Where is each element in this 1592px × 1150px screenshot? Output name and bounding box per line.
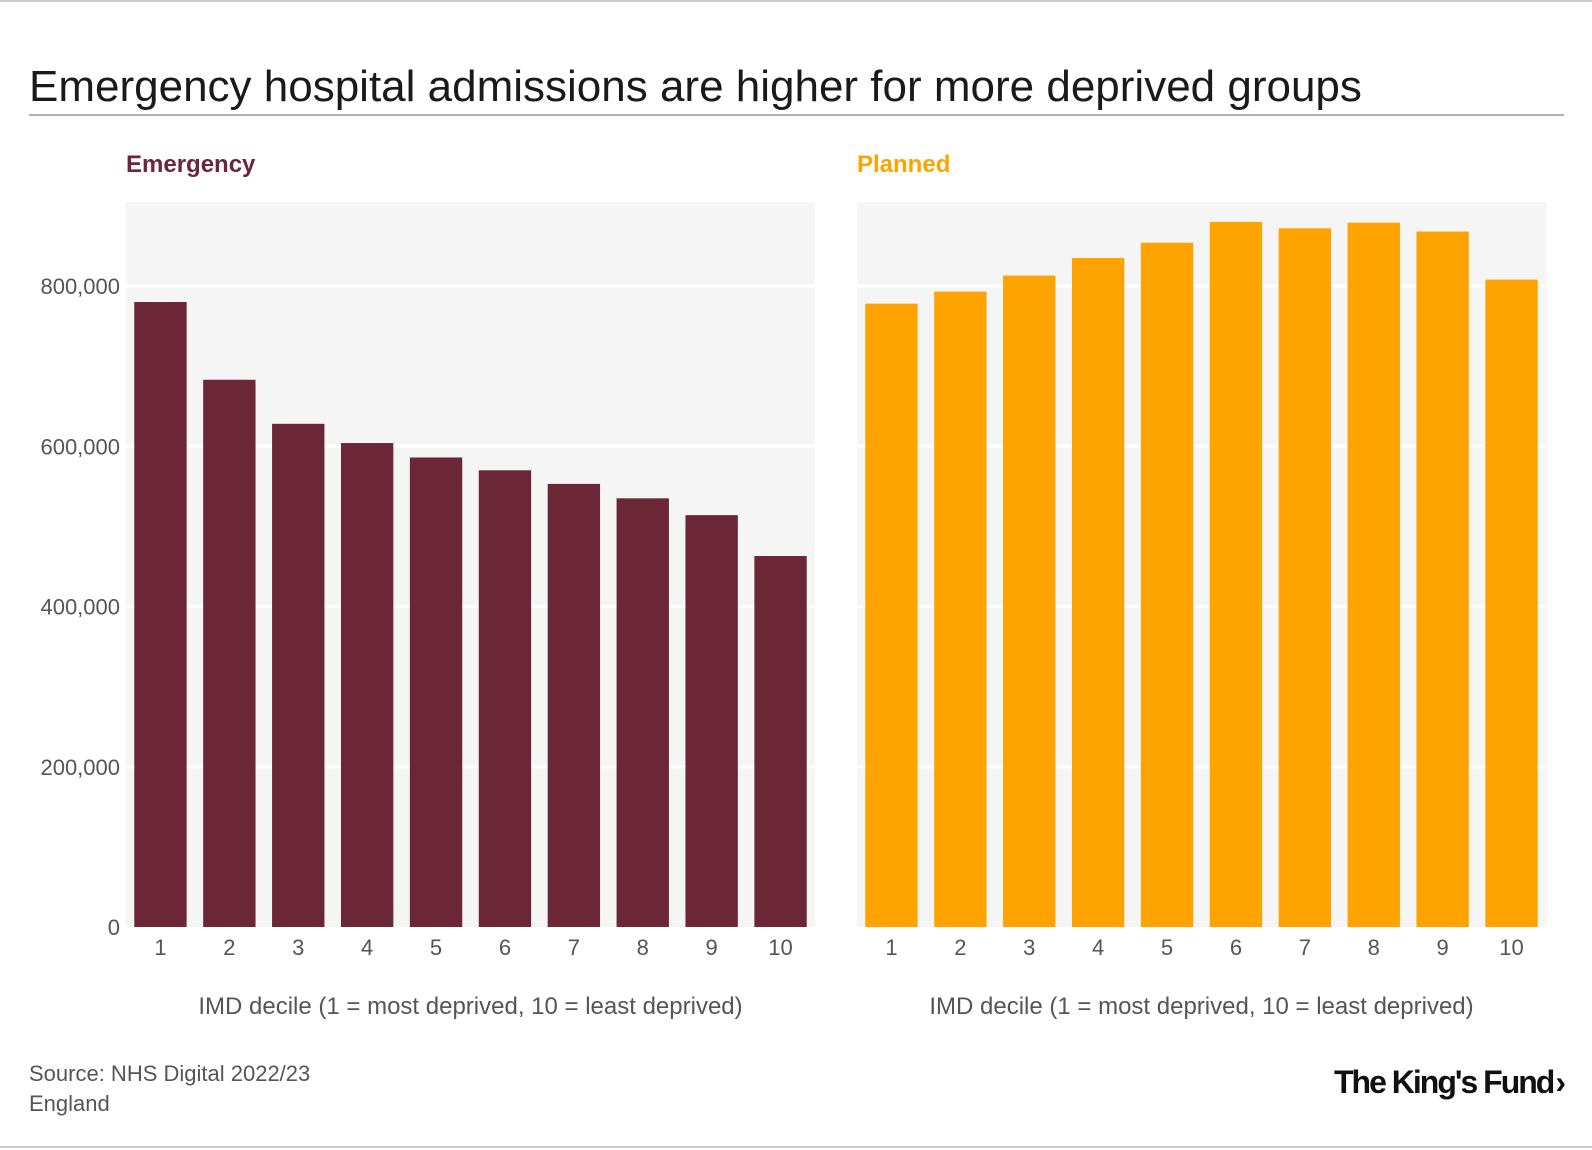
bar: [547, 483, 601, 927]
bar: [1209, 221, 1263, 927]
kings-fund-logo: The King's Fund›: [1333, 1064, 1566, 1101]
x-tick-label: 3: [292, 935, 304, 960]
x-tick-label: 5: [1161, 935, 1173, 960]
x-tick-label: 3: [1023, 935, 1035, 960]
bar: [754, 556, 807, 927]
emergency-panel: Emergency 0 200,000 400,000 600,000 800,000 1 2…: [40, 151, 815, 1020]
bar: [1278, 228, 1332, 927]
x-tick-label: 7: [1299, 935, 1311, 960]
source-line: Source: NHS Digital 2022/23: [29, 1061, 311, 1086]
bar: [934, 291, 987, 927]
x-tick-label: 7: [568, 935, 580, 960]
bar: [616, 498, 669, 927]
x-axis-title: IMD decile (1 = most deprived, 10 = leas…: [929, 993, 1473, 1020]
x-tick-label: 10: [768, 935, 792, 960]
logo-text: The King's Fund: [1333, 1064, 1555, 1100]
x-tick-label: 2: [954, 935, 966, 960]
x-tick-label: 6: [1230, 935, 1242, 960]
chevron-right-icon: ›: [1555, 1064, 1566, 1100]
planned-panel: Planned 1 2 3 4 5 6 7 8 9 10 IMD decile (1 = most d…: [857, 151, 1546, 1020]
bar: [134, 302, 187, 927]
bottom-rule: [0, 1146, 1592, 1148]
bar: [865, 303, 918, 927]
x-tick-label: 1: [885, 935, 897, 960]
bar: [478, 470, 532, 927]
region-line: England: [29, 1091, 110, 1116]
bar: [272, 423, 325, 927]
y-tick-label: 0: [108, 915, 120, 940]
x-tick-label: 10: [1499, 935, 1523, 960]
y-tick-label: 600,000: [40, 434, 120, 459]
source-note: Source: NHS Digital 2022/23 England: [29, 1059, 310, 1119]
x-tick-label: 4: [1092, 935, 1104, 960]
x-tick-label: 9: [706, 935, 718, 960]
panel-title: Emergency: [126, 151, 256, 178]
chart-area: Emergency 0 200,000 400,000 600,000 800,000 1 2…: [40, 151, 1546, 1020]
x-tick-label: 5: [430, 935, 442, 960]
panel-title: Planned: [857, 151, 950, 178]
bar: [1071, 257, 1125, 928]
chart-title: Emergency hospital admissions are higher…: [29, 62, 1362, 112]
bar: [203, 379, 256, 927]
x-tick-label: 9: [1437, 935, 1449, 960]
bar: [1003, 275, 1056, 927]
bar: [1485, 279, 1538, 928]
x-tick-label: 1: [154, 935, 166, 960]
x-axis-title: IMD decile (1 = most deprived, 10 = leas…: [198, 993, 742, 1020]
bar: [340, 443, 394, 927]
bar: [685, 515, 738, 927]
title-divider: [29, 114, 1564, 116]
bar: [409, 457, 463, 927]
bar: [1140, 242, 1194, 928]
x-tick-label: 2: [223, 935, 235, 960]
x-tick-label: 6: [499, 935, 511, 960]
top-rule: [0, 0, 1592, 2]
y-tick-label: 400,000: [40, 595, 120, 620]
y-tick-label: 200,000: [40, 755, 120, 780]
x-tick-label: 8: [637, 935, 649, 960]
y-tick-label: 800,000: [40, 274, 120, 299]
bar: [1347, 222, 1400, 927]
x-tick-label: 8: [1368, 935, 1380, 960]
x-tick-label: 4: [361, 935, 373, 960]
bar: [1416, 231, 1469, 927]
